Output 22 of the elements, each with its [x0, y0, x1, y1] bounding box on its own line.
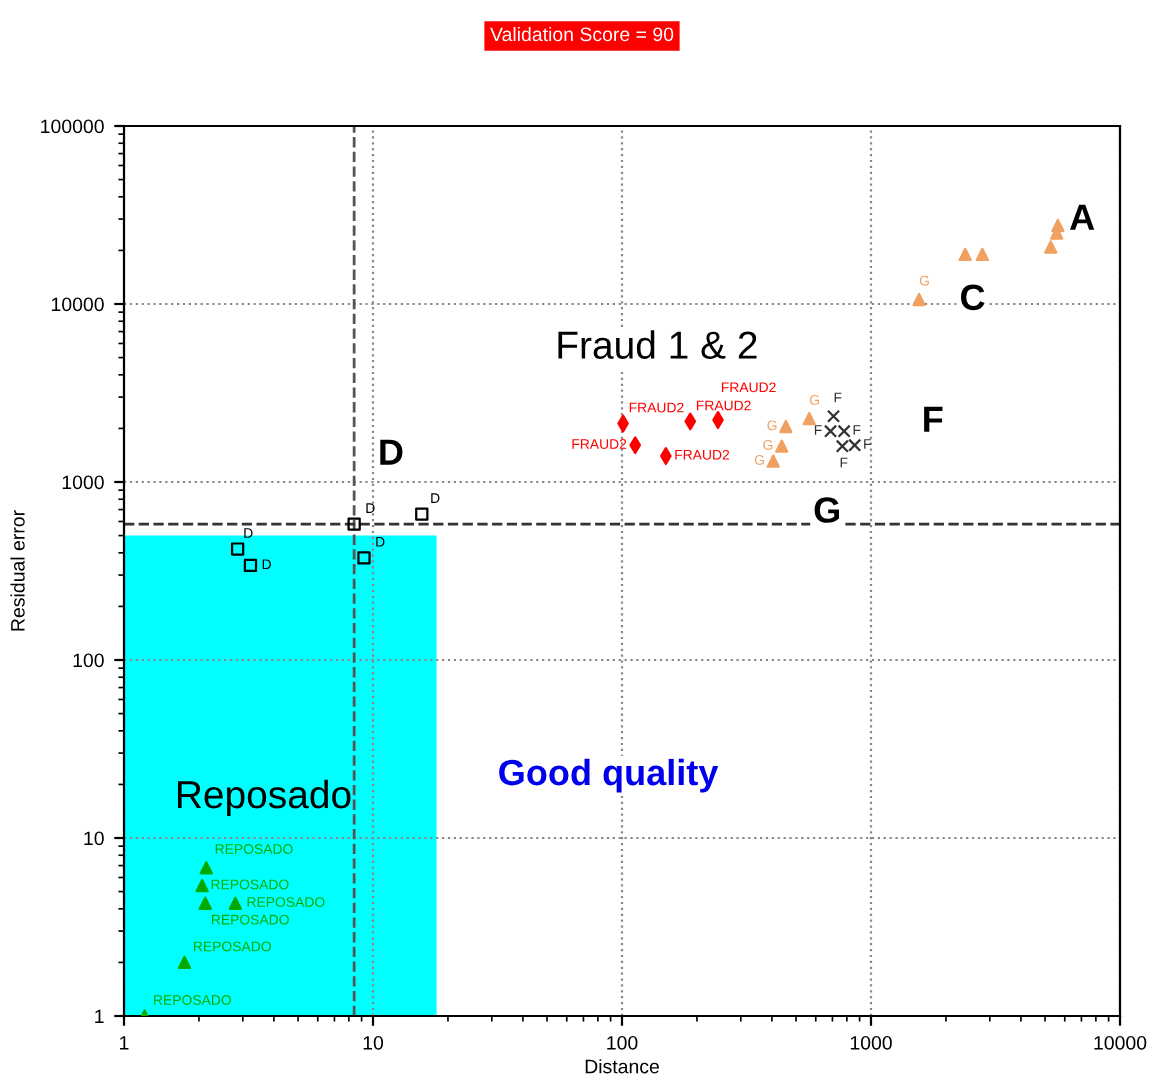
- x-tick-label: 1000: [850, 1035, 892, 1050]
- annotation: G: [814, 497, 839, 523]
- y-tick-label: 1: [95, 1009, 104, 1024]
- x-tick-label: 1: [120, 1036, 129, 1050]
- y-tick-label: 10000: [51, 297, 104, 312]
- annotation: A: [1070, 204, 1095, 230]
- y-axis-title: Residual error: [10, 510, 25, 631]
- annotation: D: [380, 439, 403, 465]
- y-tick-label: 10: [84, 831, 104, 846]
- annotation: Good quality: [499, 758, 719, 793]
- annotation: Reposado: [177, 779, 351, 817]
- annotation: C: [961, 284, 985, 311]
- y-tick-label: 100000: [41, 119, 104, 134]
- x-tick-label: 10000: [1094, 1035, 1147, 1050]
- annotation: F: [924, 406, 943, 432]
- x-axis-title: Distance: [585, 1059, 659, 1074]
- y-tick-label: 1000: [62, 475, 104, 490]
- x-tick-label: 100: [607, 1035, 638, 1050]
- annotation: Fraud 1 & 2: [558, 330, 757, 359]
- chart-title: Validation Score = 90: [490, 26, 674, 42]
- y-tick-label: 100: [73, 653, 104, 668]
- x-tick-label: 10: [363, 1035, 384, 1050]
